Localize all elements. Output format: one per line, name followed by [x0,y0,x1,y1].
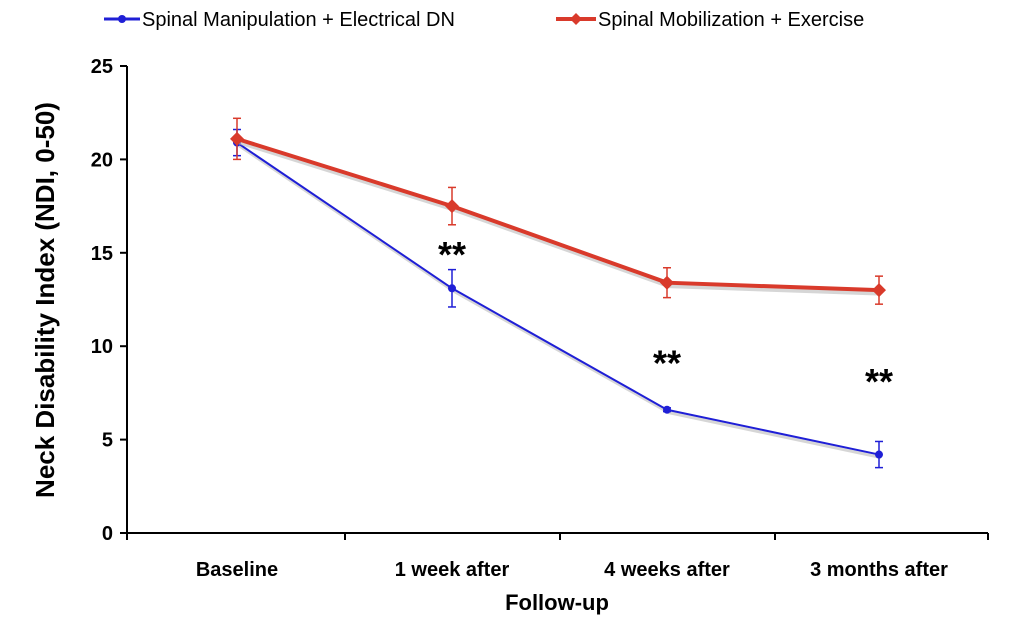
y-ticks: 0 5 10 15 20 25 [91,56,127,545]
data-point [660,275,674,290]
series-shadow [238,139,882,296]
series-spinal-mobilization [230,117,886,305]
significance-marker: ** [653,342,681,383]
data-point [230,131,244,146]
y-tick-label: 25 [91,56,113,78]
series-layer [230,117,886,469]
y-tick-label: 5 [102,430,113,452]
series-line [236,136,880,293]
annotations: ** ** ** [438,234,893,402]
legend-item-spinal-manipulation: Spinal Manipulation + Electrical DN [104,9,455,31]
x-ticks: Baseline 1 week after 4 weeks after 3 month… [126,533,989,581]
x-axis-title: Follow-up [505,590,609,615]
series-spinal-manipulation [233,128,883,469]
legend: Spinal Manipulation + Electrical DN Spin… [104,9,864,31]
data-point [663,405,671,414]
legend-label-spinal-mobilization: Spinal Mobilization + Exercise [598,9,864,31]
significance-marker: ** [865,361,893,402]
y-tick-label: 0 [102,523,113,545]
axes: 0 5 10 15 20 25 Baseline 1 week after 4 weeks a… [91,56,989,581]
series-line [236,141,880,456]
x-tick-label: 3 months after [810,559,948,581]
y-tick-label: 20 [91,149,113,171]
legend-label-spinal-manipulation: Spinal Manipulation + Electrical DN [142,9,455,31]
significance-marker: ** [438,234,466,275]
y-tick-label: 10 [91,336,113,358]
data-point [875,450,883,459]
series-shadow [238,144,882,460]
data-point [448,284,456,293]
data-point [445,199,459,214]
x-tick-label: 1 week after [395,559,510,581]
x-tick-label: 4 weeks after [604,559,730,581]
x-tick-label: Baseline [196,559,278,581]
y-axis-title: Neck Disability Index (NDI, 0-50) [30,102,60,498]
legend-marker-spinal-mobilization [570,13,582,25]
legend-marker-spinal-manipulation [118,15,126,23]
y-tick-label: 15 [91,243,113,265]
data-point [872,283,886,298]
legend-item-spinal-mobilization: Spinal Mobilization + Exercise [556,9,864,31]
